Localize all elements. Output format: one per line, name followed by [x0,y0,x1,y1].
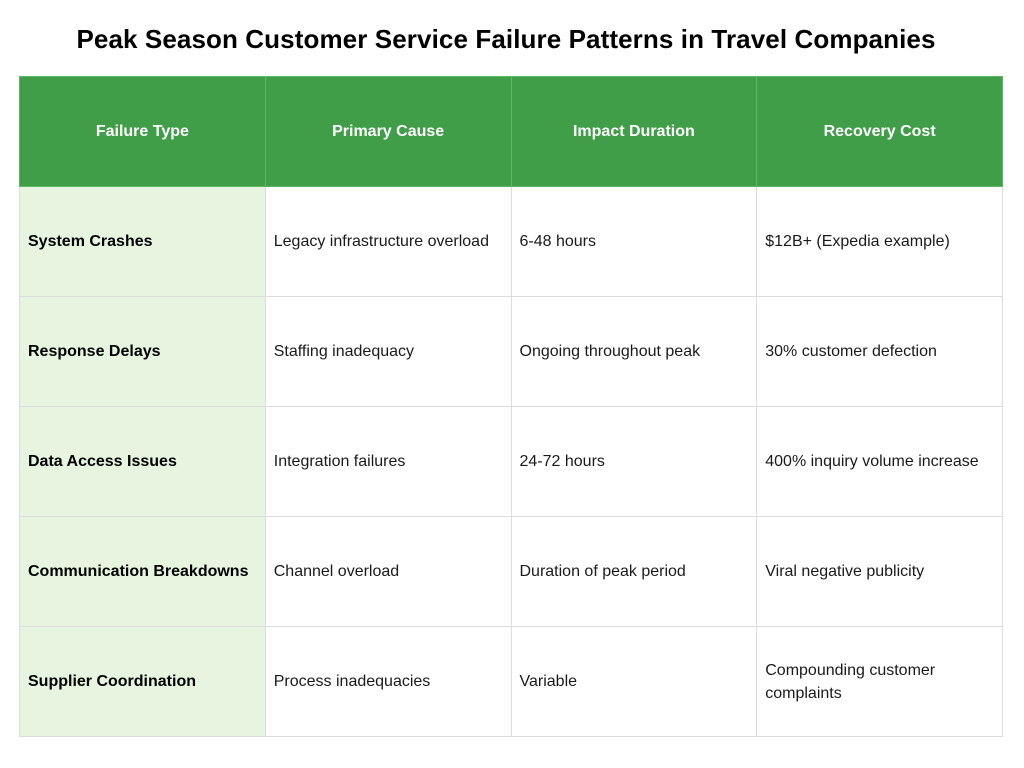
recovery-cost-cell: Compounding customer complaints [756,626,1003,737]
recovery-cost-cell: 30% customer defection [756,296,1003,407]
primary-cause-cell: Integration failures [264,406,512,517]
impact-duration-cell: Variable [510,626,758,737]
impact-duration-cell: 24-72 hours [510,406,758,517]
table-row: Supplier Coordination Process inadequaci… [19,626,1003,737]
failure-patterns-table: Failure Type Primary Cause Impact Durati… [19,76,1003,737]
recovery-cost-cell: Viral negative publicity [756,516,1003,627]
impact-duration-cell: Duration of peak period [510,516,758,627]
failure-type-cell: Data Access Issues [19,406,266,517]
failure-type-cell: Communication Breakdowns [19,516,266,627]
table-row: Data Access Issues Integration failures … [19,406,1003,517]
primary-cause-cell: Staffing inadequacy [264,296,512,407]
primary-cause-cell: Process inadequacies [264,626,512,737]
failure-type-cell: Response Delays [19,296,266,407]
failure-type-cell: Supplier Coordination [19,626,266,737]
table-header-row: Failure Type Primary Cause Impact Durati… [19,76,1003,187]
impact-duration-cell: Ongoing throughout peak [510,296,758,407]
column-header-failure-type: Failure Type [19,76,266,187]
recovery-cost-cell: 400% inquiry volume increase [756,406,1003,517]
page-title: Peak Season Customer Service Failure Pat… [76,24,936,54]
table-row: Response Delays Staffing inadequacy Ongo… [19,296,1003,407]
table-row: System Crashes Legacy infrastructure ove… [19,186,1003,297]
impact-duration-cell: 6-48 hours [510,186,758,297]
column-header-recovery-cost: Recovery Cost [756,76,1003,187]
recovery-cost-cell: $12B+ (Expedia example) [756,186,1003,297]
column-header-impact-duration: Impact Duration [510,76,758,187]
table-row: Communication Breakdowns Channel overloa… [19,516,1003,627]
failure-type-cell: System Crashes [19,186,266,297]
primary-cause-cell: Legacy infrastructure overload [264,186,512,297]
column-header-primary-cause: Primary Cause [264,76,512,187]
primary-cause-cell: Channel overload [264,516,512,627]
